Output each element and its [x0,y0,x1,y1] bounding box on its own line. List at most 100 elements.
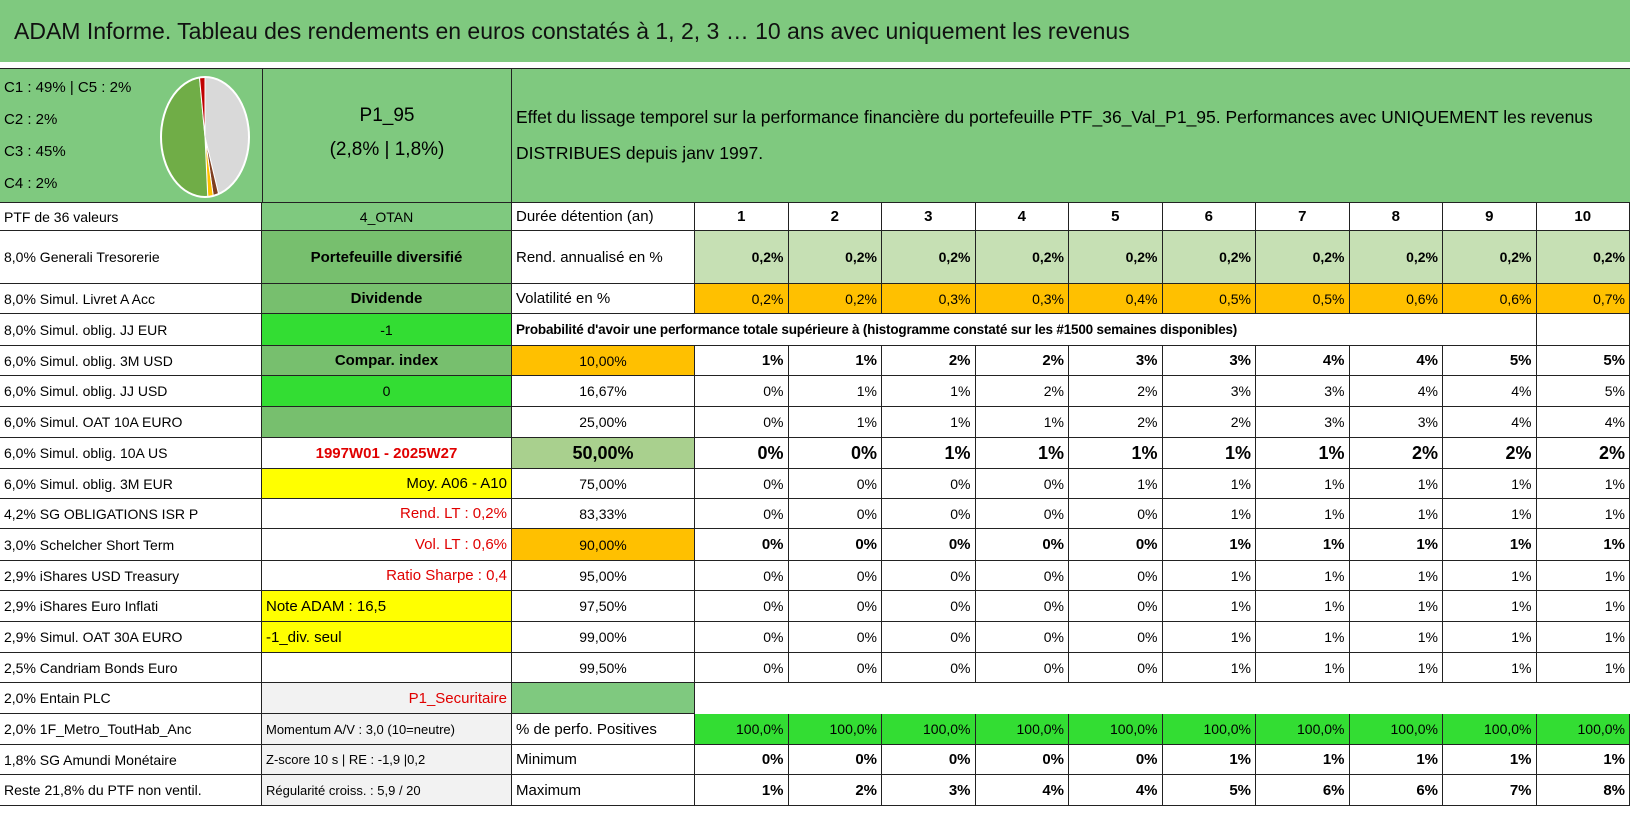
table-cell: 1% [1443,745,1537,775]
table-cell: 5% [1536,346,1630,376]
table-cell: 0% [882,561,976,591]
table-cell: 4% [1443,407,1537,438]
table-cell [262,407,512,438]
table-cell: 1% [1349,561,1443,591]
table-cell: 5% [1536,376,1630,407]
table-cell: 6,0% Simul. oblig. 3M USD [0,346,262,376]
table-cell: 1% [1162,529,1256,561]
table-cell: 1% [1443,622,1537,653]
table-cell: 0,5% [1162,284,1256,314]
table-cell: 4_OTAN [262,203,512,231]
table-cell: 1% [1162,591,1256,622]
table-cell: 0% [975,469,1069,499]
table-cell: 10 [1536,203,1630,231]
table-cell: 1% [882,407,976,438]
table-cell: 1% [1536,745,1630,775]
table-cell: 0% [882,653,976,683]
table-cell: 3,0% Schelcher Short Term [0,529,262,561]
table-cell: 3% [1162,346,1256,376]
pie-legend: C1 : 49% | C5 : 2% [4,79,132,96]
table-cell: 0% [1069,745,1163,775]
table-cell: 5% [1443,346,1537,376]
table-cell: 2% [975,346,1069,376]
table-cell: 4% [1256,346,1350,376]
table-cell: 9 [1443,203,1537,231]
table-cell: 1% [882,438,976,469]
table-cell: 1% [1536,529,1630,561]
table-cell: 0,2% [1069,231,1163,284]
table-cell: 0% [695,622,789,653]
table-cell: 1% [1162,653,1256,683]
table-cell: 0% [695,561,789,591]
table-cell: 0,5% [1256,284,1350,314]
table-cell: 0% [1069,591,1163,622]
table-cell: 1% [1256,529,1350,561]
table-cell: 1% [695,775,789,806]
table-cell: 0% [975,591,1069,622]
table-cell: 6 [1162,203,1256,231]
table-cell: 0% [882,529,976,561]
table-cell: 0,2% [882,231,976,284]
pie-chart [160,76,250,198]
table-cell: 100,0% [1536,714,1630,745]
table-cell: 0,3% [975,284,1069,314]
portfolio-box: P1_95 (2,8% | 1,8%) [262,69,512,203]
table-cell: 0% [695,376,789,407]
table-cell: Minimum [512,745,695,775]
table-cell: 1% [788,376,882,407]
table-cell: 1% [1349,653,1443,683]
table-cell: Dividende [262,284,512,314]
table-cell: 1% [1256,745,1350,775]
table-cell: 1% [1349,622,1443,653]
table-cell: 0% [788,561,882,591]
table-cell: Probabilité d'avoir une performance tota… [512,314,1537,346]
table-cell: Momentum A/V : 3,0 (10=neutre) [262,714,512,745]
table-cell: 2% [1069,376,1163,407]
table-cell: 1% [882,376,976,407]
table-cell: 2% [882,346,976,376]
table-cell: 2% [975,376,1069,407]
table-cell: -1 [262,314,512,346]
table-cell: 1% [1443,469,1537,499]
pie-legend: C2 : 2% [4,111,58,128]
table-cell: 2% [1162,407,1256,438]
table-cell: Rend. LT : 0,2% [262,499,512,529]
table-cell: 1% [1536,561,1630,591]
table-cell: 4% [1069,775,1163,806]
table-cell: 0% [975,622,1069,653]
table-cell: 0% [695,591,789,622]
table-cell: 0,2% [788,284,882,314]
table-cell: 0% [975,499,1069,529]
table-cell: 0% [975,653,1069,683]
table-cell: 2,0% 1F_Metro_ToutHab_Anc [0,714,262,745]
table-cell: 0% [975,745,1069,775]
table-cell: 2,9% iShares USD Treasury [0,561,262,591]
table-cell: 99,50% [512,653,695,683]
table-cell: 1% [1349,529,1443,561]
description: Effet du lissage temporel sur la perform… [516,107,1593,163]
table-cell: 1% [695,346,789,376]
table-cell: 2,0% Entain PLC [0,683,262,714]
table-cell: 100,0% [1443,714,1537,745]
table-cell: 0,6% [1443,284,1537,314]
table-cell: 100,0% [1069,714,1163,745]
table-cell: 95,00% [512,561,695,591]
table-cell: 3% [1256,407,1350,438]
table-cell: 0 [262,376,512,407]
table-cell [262,653,512,683]
table-cell: 0,2% [1162,231,1256,284]
portfolio-name: P1_95 [359,105,415,126]
table-cell: 1% [1256,469,1350,499]
table-cell: 1% [975,407,1069,438]
portfolio-stats: (2,8% | 1,8%) [329,139,445,160]
table-cell: 4 [975,203,1069,231]
table-cell: 1% [1069,469,1163,499]
table-cell: 4% [1349,346,1443,376]
table-cell: 0% [695,499,789,529]
table-cell: 1% [788,346,882,376]
table-cell: 1997W01 - 2025W27 [262,438,512,469]
table-cell: Portefeuille diversifié [262,231,512,284]
table-cell: 2% [1349,438,1443,469]
table-cell: 100,0% [788,714,882,745]
